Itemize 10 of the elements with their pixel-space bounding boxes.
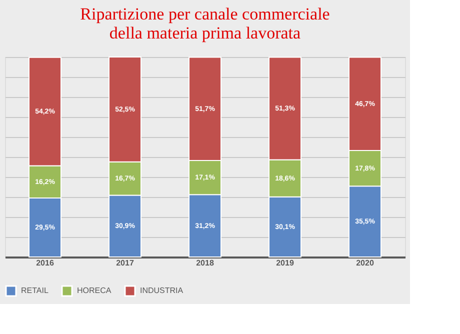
x-tick-label: 2016 [36, 258, 54, 268]
x-tick-label: 2018 [196, 258, 214, 268]
x-tick-label: 2019 [276, 258, 294, 268]
legend-label: RETAIL [21, 286, 49, 295]
x-tick-label: 2017 [116, 258, 134, 268]
text: della materia prima lavorata [109, 24, 301, 42]
legend-label: INDUSTRIA [140, 286, 184, 295]
x-tick-label: 2020 [356, 258, 374, 268]
legend-label: HORECA [77, 286, 112, 295]
text: Ripartizione per canale commerciale [80, 4, 330, 24]
